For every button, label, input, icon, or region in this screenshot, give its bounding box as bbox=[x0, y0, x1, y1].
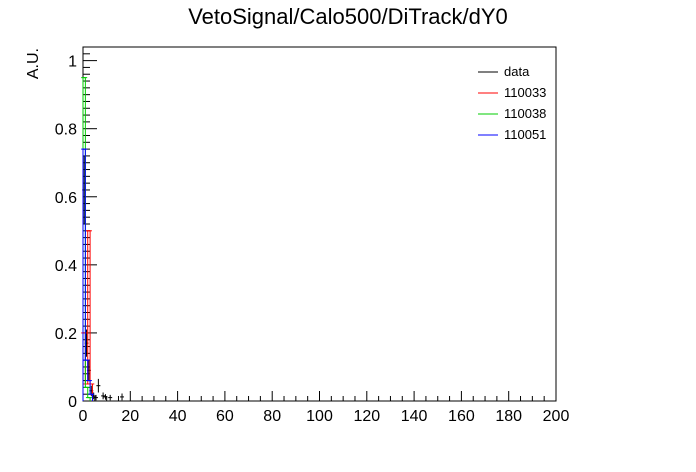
y-axis-label: A.U. bbox=[25, 48, 42, 79]
axis-ticks: 0 20 40 60 80 100 120 140 160 180 200 0 0.2 0.4 0.6 0.8… bbox=[55, 46, 570, 425]
plot-frame bbox=[82, 46, 557, 402]
legend-label: data bbox=[504, 64, 530, 79]
legend-label: 110038 bbox=[504, 106, 546, 121]
x-tick-label: 20 bbox=[121, 408, 139, 425]
chart-title: VetoSignal/Calo500/DiTrack/dY0 bbox=[188, 4, 508, 29]
y-tick-label: 0.2 bbox=[55, 326, 77, 343]
legend: data 110033 110038 110051 bbox=[478, 64, 546, 142]
legend-label: 110051 bbox=[504, 127, 546, 142]
series-layer bbox=[81, 77, 125, 401]
x-tick-label: 160 bbox=[448, 408, 475, 425]
x-tick-label: 140 bbox=[401, 408, 428, 425]
y-tick-label: 0 bbox=[68, 394, 77, 411]
x-tick-label: 0 bbox=[79, 408, 88, 425]
x-tick-label: 80 bbox=[263, 408, 281, 425]
x-tick-label: 180 bbox=[495, 408, 522, 425]
legend-item: 110038 bbox=[478, 106, 546, 121]
legend-item: 110033 bbox=[478, 85, 546, 100]
x-tick-label: 200 bbox=[543, 408, 570, 425]
x-tick-label: 120 bbox=[353, 408, 380, 425]
x-tick-label: 100 bbox=[306, 408, 333, 425]
y-tick-label: 0.6 bbox=[55, 190, 77, 207]
legend-item: 110051 bbox=[478, 127, 546, 142]
y-tick-label: 0.4 bbox=[55, 258, 77, 275]
legend-label: 110033 bbox=[504, 85, 546, 100]
legend-item: data bbox=[478, 64, 530, 79]
series-110038 bbox=[81, 77, 92, 401]
series-110051 bbox=[81, 148, 95, 401]
x-tick-label: 60 bbox=[216, 408, 234, 425]
y-tick-label: 0.8 bbox=[55, 122, 77, 139]
x-tick-label: 40 bbox=[169, 408, 187, 425]
y-tick-label: 1 bbox=[68, 54, 77, 71]
series-110033 bbox=[81, 230, 95, 401]
